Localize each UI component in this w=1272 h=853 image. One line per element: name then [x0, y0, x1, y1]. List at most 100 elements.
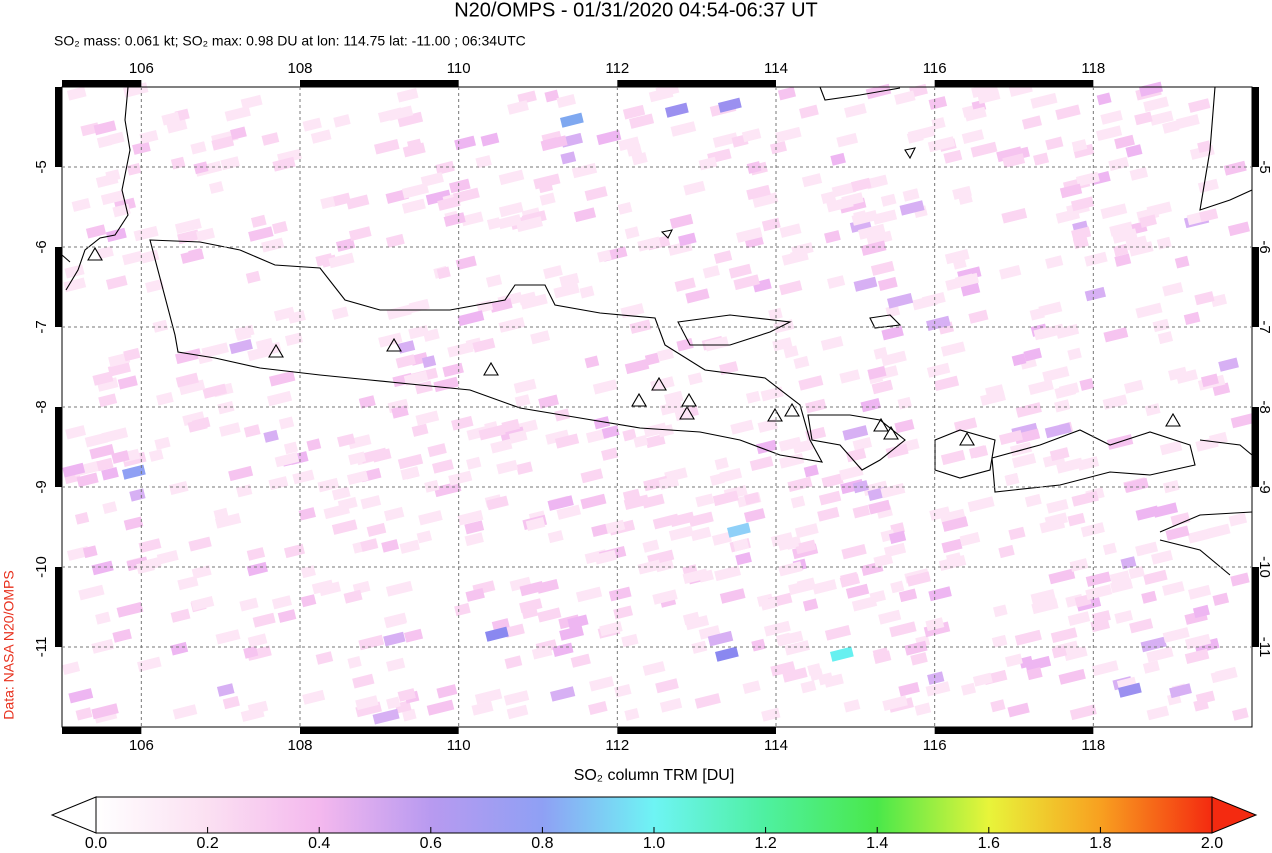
so2-pixel: [1059, 183, 1083, 199]
frame-bar: [55, 407, 62, 487]
so2-pixel: [66, 86, 87, 101]
colorbar-over: [1211, 796, 1258, 834]
so2-pixel: [898, 588, 918, 603]
so2-pixel: [1096, 92, 1112, 106]
so2-pixel: [1063, 645, 1088, 661]
so2-pixel: [1140, 636, 1167, 653]
so2-pixel: [1197, 140, 1212, 154]
so2-pixel: [355, 695, 379, 711]
so2-pixel: [844, 103, 867, 118]
so2-pixel: [570, 653, 591, 668]
frame-bar: [617, 727, 776, 734]
so2-pixel: [1228, 512, 1248, 527]
so2-pixel: [154, 436, 171, 450]
y-tick-label: -11: [1256, 637, 1272, 658]
so2-pixel: [64, 264, 85, 279]
so2-pixel: [880, 483, 906, 499]
so2-pixel: [247, 633, 268, 648]
so2-pixel: [751, 638, 766, 652]
so2-pixel: [1170, 512, 1191, 527]
so2-pixel: [851, 210, 878, 226]
so2-pixel: [761, 707, 781, 722]
so2-pixel: [695, 493, 715, 508]
so2-pixel: [442, 362, 464, 378]
so2-pixel: [513, 378, 537, 394]
so2-pixel: [123, 516, 144, 531]
so2-pixel: [690, 526, 712, 542]
so2-pixel: [498, 169, 525, 186]
so2-pixel: [408, 324, 430, 340]
so2-pixel: [629, 113, 655, 129]
so2-pixel: [960, 282, 981, 297]
so2-pixel: [1156, 236, 1172, 250]
so2-pixel: [452, 187, 480, 204]
so2-pixel: [594, 549, 617, 565]
so2-pixel: [386, 696, 401, 710]
so2-pixel: [556, 94, 576, 109]
so2-pixel: [556, 504, 582, 520]
so2-pixel: [1194, 638, 1220, 654]
so2-pixel: [1102, 542, 1117, 556]
so2-pixel: [383, 506, 405, 522]
so2-pixel: [881, 325, 904, 341]
so2-pixel: [943, 149, 963, 164]
so2-pixel: [267, 390, 293, 407]
so2-pixel: [1128, 241, 1154, 257]
so2-pixel: [208, 181, 224, 194]
so2-pixel: [1168, 366, 1188, 381]
so2-pixel: [1070, 196, 1095, 212]
so2-pixel: [245, 270, 261, 284]
so2-pixel: [268, 476, 289, 491]
so2-pixel: [1055, 323, 1080, 339]
so2-pixel: [145, 278, 165, 293]
frame-bar: [1252, 87, 1259, 167]
so2-pixel: [1114, 134, 1135, 150]
so2-pixel: [860, 240, 887, 256]
so2-pixel: [719, 588, 746, 604]
so2-pixel: [711, 531, 732, 546]
so2-pixel: [91, 560, 114, 576]
so2-pixel: [1028, 379, 1054, 395]
so2-pixel: [272, 156, 296, 172]
so2-pixel: [177, 575, 199, 591]
so2-pixel: [68, 688, 94, 704]
so2-pixel: [925, 681, 951, 697]
so2-pixel: [323, 503, 350, 520]
so2-pixel: [959, 531, 981, 547]
so2-pixel: [1008, 526, 1026, 541]
so2-pixel: [775, 126, 802, 143]
x-tick-label: 108: [287, 737, 312, 754]
so2-pixel: [912, 294, 938, 311]
so2-pixel: [826, 196, 854, 213]
so2-pixel: [1055, 208, 1081, 224]
so2-pixel: [246, 645, 272, 661]
so2-pixel: [93, 120, 117, 136]
so2-pixel: [713, 250, 733, 264]
so2-pixel: [907, 125, 936, 142]
so2-pixel: [490, 438, 513, 454]
coast-java: [149, 239, 824, 463]
so2-pixel: [868, 499, 891, 515]
so2-pixel: [1184, 648, 1210, 664]
so2-pixel: [964, 106, 987, 122]
colorbar-tick-label: 0.6: [420, 835, 442, 852]
so2-pixel: [1129, 167, 1149, 181]
so2-pixel: [287, 310, 306, 324]
so2-pixel: [170, 608, 191, 623]
so2-pixel: [603, 519, 626, 535]
so2-pixel: [620, 303, 645, 319]
so2-pixel: [222, 695, 240, 710]
so2-pixel: [1159, 440, 1183, 456]
so2-pixel: [177, 229, 200, 245]
so2-pixel: [1055, 457, 1084, 474]
so2-pixel: [74, 512, 90, 525]
so2-pixel: [985, 384, 1005, 399]
so2-pixel: [824, 625, 851, 641]
so2-pixel: [397, 340, 416, 354]
so2-pixel: [224, 105, 251, 122]
so2-pixel: [454, 602, 471, 617]
so2-pixel: [993, 604, 1008, 618]
so2-pixel: [1026, 667, 1043, 681]
so2-pixel: [360, 538, 379, 552]
so2-pixel: [1004, 473, 1020, 486]
